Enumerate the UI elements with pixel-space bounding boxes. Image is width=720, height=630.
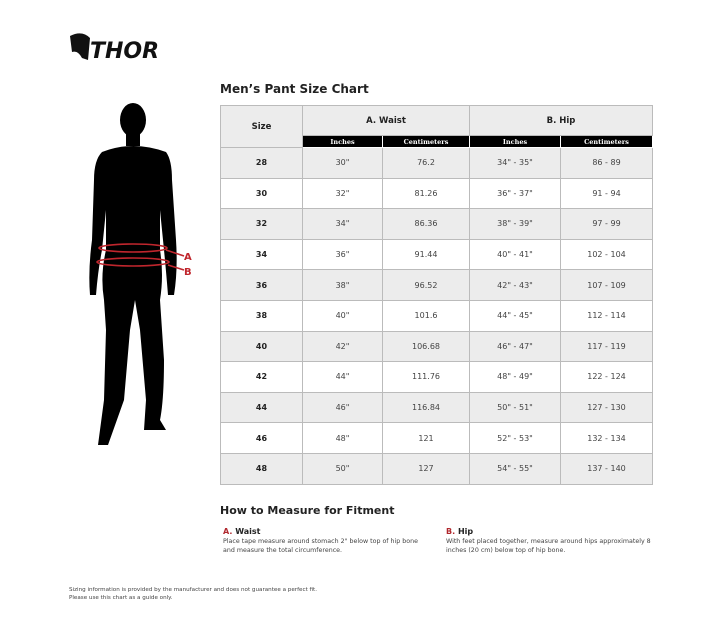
- value-cell: 46" - 47": [469, 330, 561, 363]
- value-cell: 106.68: [382, 330, 470, 363]
- value-cell: 42": [302, 330, 383, 363]
- value-cell: 76.2: [382, 147, 470, 179]
- label-a: A: [184, 252, 192, 263]
- value-cell: 38" - 39": [469, 208, 561, 240]
- subheader: Centimeters: [560, 135, 653, 148]
- value-cell: 86.36: [382, 208, 470, 240]
- footnote: Sizing information is provided by the ma…: [69, 587, 318, 601]
- value-cell: 34": [302, 208, 383, 240]
- value-cell: 48" - 49": [469, 361, 561, 393]
- size-cell: 38: [220, 299, 303, 332]
- value-cell: 91 - 94: [560, 177, 653, 210]
- value-cell: 50" - 51": [469, 391, 561, 424]
- value-cell: 30": [302, 147, 383, 179]
- value-cell: 40" - 41": [469, 238, 561, 271]
- table-row: 30 32" 81.26 36" - 37" 91 - 94: [220, 177, 653, 210]
- value-cell: 91.44: [382, 238, 470, 271]
- value-cell: 50": [302, 452, 383, 485]
- value-cell: 107 - 109: [560, 269, 653, 301]
- subheader: Inches: [469, 135, 561, 148]
- label-b: B: [184, 267, 192, 278]
- size-cell: 36: [220, 269, 303, 301]
- value-cell: 127: [382, 452, 470, 485]
- value-cell: 132 - 134: [560, 422, 653, 454]
- table-row: 38 40" 101.6 44" - 45" 112 - 114: [220, 299, 653, 332]
- value-cell: 137 - 140: [560, 452, 653, 485]
- size-header: Size: [220, 105, 303, 148]
- value-cell: 48": [302, 422, 383, 454]
- value-cell: 102 - 104: [560, 238, 653, 271]
- size-cell: 28: [220, 147, 303, 179]
- value-cell: 111.76: [382, 361, 470, 393]
- table-row: 34 36" 91.44 40" - 41" 102 - 104: [220, 238, 653, 271]
- size-table: Size A. Waist B. Hip Inches Centimeters …: [220, 105, 653, 485]
- size-cell: 48: [220, 452, 303, 485]
- table-row: 36 38" 96.52 42" - 43" 107 - 109: [220, 269, 653, 301]
- value-cell: 122 - 124: [560, 361, 653, 393]
- table-row: 40 42" 106.68 46" - 47" 117 - 119: [220, 330, 653, 363]
- value-cell: 81.26: [382, 177, 470, 210]
- value-cell: 44" - 45": [469, 299, 561, 332]
- hip-header: B. Hip: [469, 105, 653, 136]
- svg-text:THOR: THOR: [90, 39, 159, 64]
- size-cell: 46: [220, 422, 303, 454]
- hip-line: [96, 257, 170, 267]
- value-cell: 38": [302, 269, 383, 301]
- how-to-measure-title: How to Measure for Fitment: [220, 504, 395, 517]
- value-cell: 44": [302, 361, 383, 393]
- table-row: 42 44" 111.76 48" - 49" 122 - 124: [220, 361, 653, 393]
- body-silhouette: A B: [89, 103, 192, 445]
- value-cell: 127 - 130: [560, 391, 653, 424]
- size-cell: 42: [220, 361, 303, 393]
- value-cell: 112 - 114: [560, 299, 653, 332]
- table-row: 48 50" 127 54" - 55" 137 - 140: [220, 452, 653, 485]
- value-cell: 96.52: [382, 269, 470, 301]
- value-cell: 121: [382, 422, 470, 454]
- size-cell: 32: [220, 208, 303, 240]
- value-cell: 36" - 37": [469, 177, 561, 210]
- size-cell: 30: [220, 177, 303, 210]
- value-cell: 36": [302, 238, 383, 271]
- value-cell: 116.84: [382, 391, 470, 424]
- size-cell: 34: [220, 238, 303, 271]
- value-cell: 52" - 53": [469, 422, 561, 454]
- value-cell: 32": [302, 177, 383, 210]
- subheader: Centimeters: [382, 135, 470, 148]
- value-cell: 42" - 43": [469, 269, 561, 301]
- page-title: Men’s Pant Size Chart: [220, 82, 369, 96]
- thor-logo: THOR: [70, 33, 159, 64]
- waist-line: [98, 243, 168, 253]
- value-cell: 117 - 119: [560, 330, 653, 363]
- value-cell: 97 - 99: [560, 208, 653, 240]
- value-cell: 54" - 55": [469, 452, 561, 485]
- hip-instructions: B. Hip With feet placed together, measur…: [446, 527, 651, 554]
- size-cell: 40: [220, 330, 303, 363]
- value-cell: 40": [302, 299, 383, 332]
- subheader: Inches: [302, 135, 383, 148]
- table-row: 32 34" 86.36 38" - 39" 97 - 99: [220, 208, 653, 240]
- value-cell: 101.6: [382, 299, 470, 332]
- value-cell: 46": [302, 391, 383, 424]
- size-cell: 44: [220, 391, 303, 424]
- table-row: 44 46" 116.84 50" - 51" 127 - 130: [220, 391, 653, 424]
- table-row: 46 48" 121 52" - 53" 132 - 134: [220, 422, 653, 454]
- value-cell: 86 - 89: [560, 147, 653, 179]
- waist-instructions: A. Waist Place tape measure around stoma…: [223, 527, 418, 554]
- table-row: 28 30" 76.2 34" - 35" 86 - 89: [220, 147, 653, 179]
- waist-header: A. Waist: [302, 105, 470, 136]
- value-cell: 34" - 35": [469, 147, 561, 179]
